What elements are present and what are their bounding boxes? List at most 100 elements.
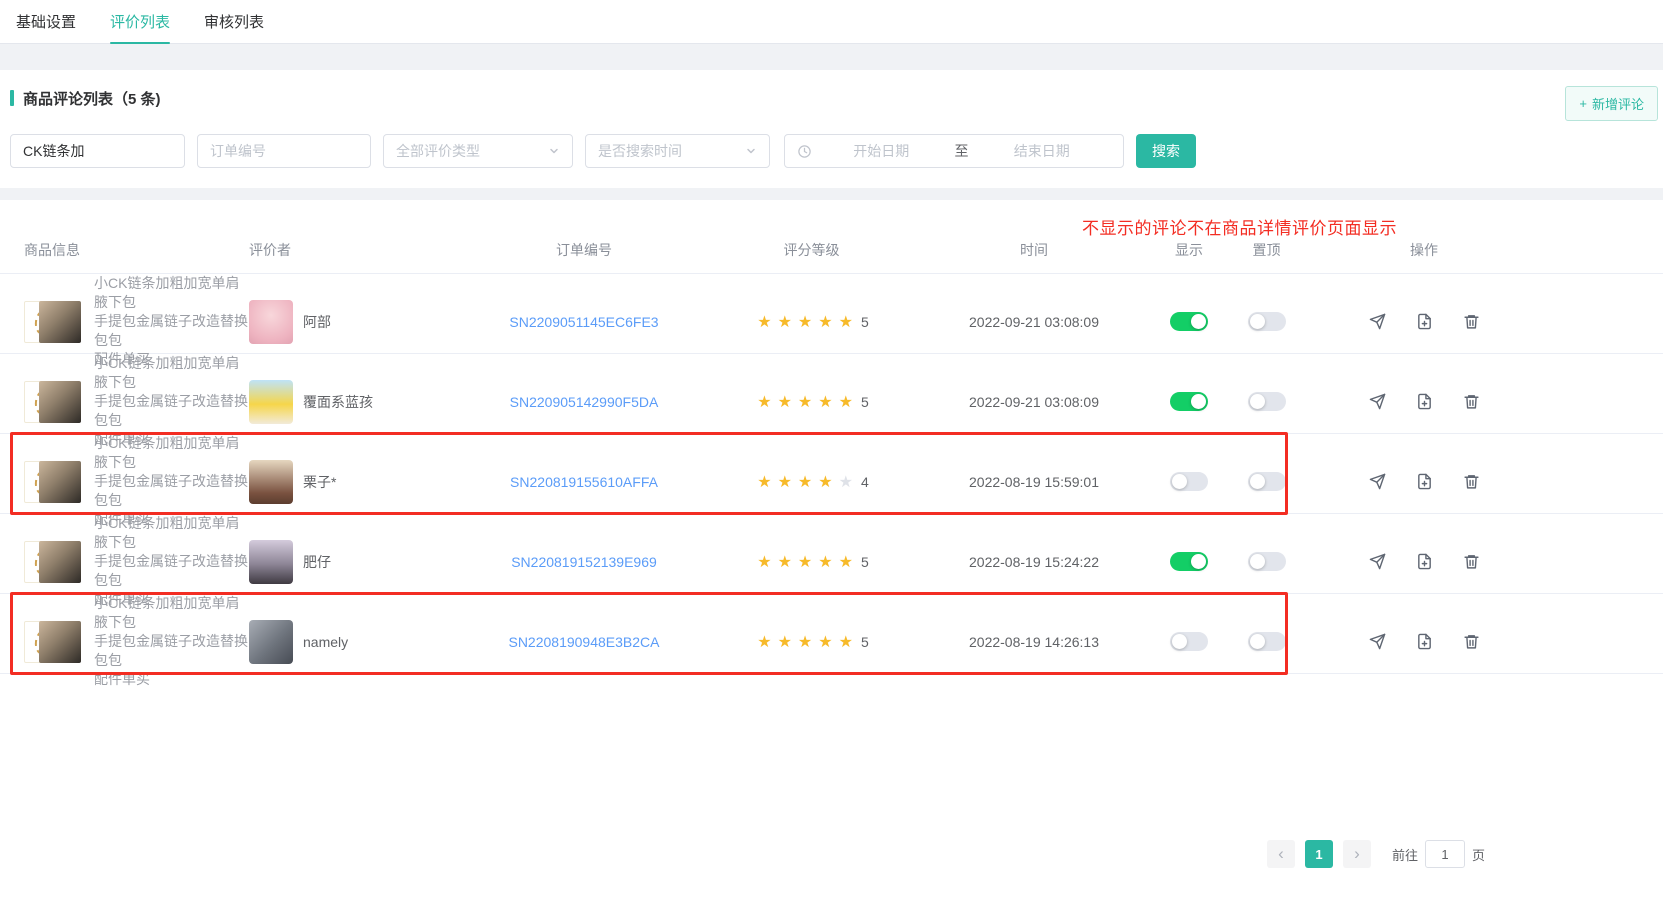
page-title: 商品评论列表（5 条) <box>23 90 161 108</box>
table-row: 小CK链条加粗加宽单肩腋下包 手提包金属链子改造替换包包 配件单买 肥仔 SN220… <box>0 514 1663 607</box>
file-plus-icon[interactable] <box>1416 393 1433 410</box>
star-icon: ★ <box>797 473 813 491</box>
tab-basic-settings[interactable]: 基础设置 <box>16 14 77 31</box>
search-time-select[interactable]: 是否搜索时间 <box>585 134 770 168</box>
star-icon: ★ <box>797 633 813 651</box>
order-number-link[interactable]: SN2209051145EC6FE3 <box>509 313 659 330</box>
show-toggle[interactable] <box>1170 472 1208 491</box>
product-info-cell: 小CK链条加粗加宽单肩腋下包 手提包金属链子改造替换包包 配件单买 <box>24 434 249 529</box>
order-number-link[interactable]: SN220819152139E969 <box>511 553 657 570</box>
review-type-select[interactable]: 全部评价类型 <box>383 134 573 168</box>
star-icon: ★ <box>777 553 792 571</box>
prev-page-icon[interactable]: ‹ <box>1266 840 1295 868</box>
star-rating: ★ ★ ★ ★ ★ <box>754 393 856 411</box>
product-thumbnails <box>24 459 84 505</box>
delete-icon[interactable] <box>1463 313 1480 330</box>
plus-icon: + <box>1579 96 1587 111</box>
actions-cell <box>1309 553 1639 570</box>
product-photo <box>39 380 81 423</box>
goto-page-input[interactable] <box>1424 840 1465 868</box>
rating-cell: ★ ★ ★ ★ ★ 5 <box>709 392 914 412</box>
red-annotation-text: 不显示的评论不在商品详情评价页面显示 <box>1082 219 1397 238</box>
review-time: 2022-09-21 03:08:09 <box>969 393 1099 410</box>
actions-cell <box>1309 473 1639 490</box>
tab-review-list[interactable]: 评价列表 <box>110 0 171 44</box>
column-header-5: 时间 <box>1020 241 1048 258</box>
star-icon: ★ <box>757 633 772 651</box>
product-thumbnails <box>24 299 84 345</box>
send-icon[interactable] <box>1369 553 1386 570</box>
product-info-cell: 小CK链条加粗加宽单肩腋下包 手提包金属链子改造替换包包 配件单买 <box>24 354 249 449</box>
send-icon[interactable] <box>1369 633 1386 650</box>
file-plus-icon[interactable] <box>1416 473 1433 490</box>
send-icon[interactable] <box>1369 393 1386 410</box>
show-toggle[interactable] <box>1170 552 1208 571</box>
review-time: 2022-08-19 15:24:22 <box>969 553 1099 570</box>
search-button[interactable]: 搜索 <box>1136 134 1196 168</box>
rating-score: 5 <box>860 393 869 410</box>
date-range-picker[interactable]: 开始日期 至 结束日期 <box>784 134 1124 168</box>
top-toggle-cell <box>1224 392 1309 411</box>
star-icon: ★ <box>757 313 772 331</box>
delete-icon[interactable] <box>1463 633 1480 650</box>
page-suffix-label: 页 <box>1471 847 1485 863</box>
keyword-input[interactable] <box>10 134 185 168</box>
order-number-link[interactable]: SN220819155610AFFA <box>510 473 658 490</box>
product-photo <box>39 460 81 503</box>
reviewer-name: 阿部 <box>303 313 331 330</box>
next-page-icon[interactable]: › <box>1342 840 1371 868</box>
show-toggle[interactable] <box>1170 392 1208 411</box>
send-icon[interactable] <box>1369 473 1386 490</box>
send-icon[interactable] <box>1369 313 1386 330</box>
star-rating: ★ ★ ★ ★ ★ <box>754 473 856 491</box>
order-cell: SN2209051145EC6FE3 <box>459 314 709 330</box>
column-header-3: 订单编号 <box>556 241 612 258</box>
tab-audit-list[interactable]: 审核列表 <box>204 14 265 31</box>
table-row: 小CK链条加粗加宽单肩腋下包 手提包金属链子改造替换包包 配件单买 覆面系蓝孩 SN… <box>0 354 1663 447</box>
star-icon: ★ <box>838 313 853 331</box>
product-info-cell: 小CK链条加粗加宽单肩腋下包 手提包金属链子改造替换包包 配件单买 <box>24 274 249 369</box>
top-toggle-cell <box>1224 472 1309 491</box>
pin-top-toggle[interactable] <box>1247 552 1286 571</box>
order-cell: SN220905142990F5DA <box>459 394 709 410</box>
reviewer-cell: 栗子* <box>249 459 459 504</box>
star-icon: ★ <box>818 313 833 331</box>
avatar <box>249 459 293 504</box>
pin-top-toggle[interactable] <box>1247 632 1286 651</box>
order-number-input[interactable] <box>197 134 371 168</box>
star-icon: ★ <box>757 393 772 411</box>
star-icon: ★ <box>757 473 772 491</box>
delete-icon[interactable] <box>1463 473 1480 490</box>
star-icon: ★ <box>818 553 833 571</box>
current-page-button[interactable]: 1 <box>1304 840 1333 868</box>
pin-top-toggle[interactable] <box>1247 392 1286 411</box>
order-number-link[interactable]: SN220905142990F5DA <box>509 393 659 410</box>
rating-score: 5 <box>860 633 869 650</box>
star-icon: ★ <box>777 313 792 331</box>
add-comment-button[interactable]: + 新增评论 <box>1565 86 1658 121</box>
star-icon: ★ <box>797 313 813 331</box>
avatar <box>249 379 293 424</box>
start-date-placeholder: 开始日期 <box>853 143 910 159</box>
date-range-separator: 至 <box>954 143 969 159</box>
pin-top-toggle[interactable] <box>1247 312 1286 331</box>
file-plus-icon[interactable] <box>1416 313 1433 330</box>
column-header-6: 显示 <box>1175 241 1203 258</box>
avatar <box>249 539 293 584</box>
star-icon: ★ <box>777 633 792 651</box>
file-plus-icon[interactable] <box>1416 633 1433 650</box>
order-number-link[interactable]: SN2208190948E3B2CA <box>508 633 660 650</box>
rating-cell: ★ ★ ★ ★ ★ 5 <box>709 632 914 652</box>
reviewer-cell: namely <box>249 619 459 664</box>
reviewer-cell: 肥仔 <box>249 539 459 584</box>
show-toggle[interactable] <box>1170 632 1208 651</box>
show-toggle[interactable] <box>1170 312 1208 331</box>
delete-icon[interactable] <box>1463 553 1480 570</box>
delete-icon[interactable] <box>1463 393 1480 410</box>
review-type-value: 全部评价类型 <box>396 143 480 159</box>
product-title: 小CK链条加粗加宽单肩腋下包 手提包金属链子改造替换包包 配件单买 <box>94 275 248 367</box>
product-photo <box>39 620 81 663</box>
file-plus-icon[interactable] <box>1416 553 1433 570</box>
pin-top-toggle[interactable] <box>1247 472 1286 491</box>
